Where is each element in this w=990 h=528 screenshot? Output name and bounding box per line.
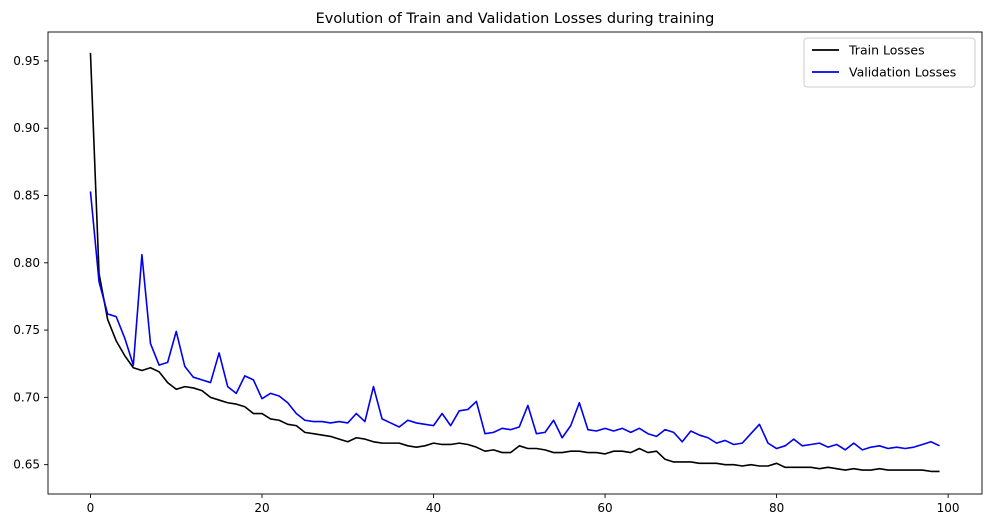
x-tick-label: 40 xyxy=(426,501,441,515)
y-tick-label: 0.65 xyxy=(13,458,40,472)
plot-area xyxy=(47,31,983,495)
x-axis: 0 20 40 60 80 100 xyxy=(87,494,960,515)
x-tick-label: 100 xyxy=(937,501,960,515)
series-line-validation-losses xyxy=(89,191,940,451)
x-tick-label: 60 xyxy=(597,501,612,515)
legend-box xyxy=(803,37,976,88)
y-tick-label: 0.80 xyxy=(13,256,40,270)
axes-frame xyxy=(47,31,983,495)
legend-label-train-losses: Train Losses xyxy=(848,43,925,58)
series-line-train-losses xyxy=(89,52,940,473)
x-tick-label: 0 xyxy=(87,501,95,515)
y-tick-label: 0.95 xyxy=(13,54,40,68)
legend-label-validation-losses: Validation Losses xyxy=(849,65,956,80)
y-tick-label: 0.75 xyxy=(13,323,40,337)
y-axis: 0.65 0.70 0.75 0.80 0.85 0.90 0.95 xyxy=(13,54,48,472)
legend: Train Losses Validation Losses xyxy=(803,37,976,88)
y-tick-label: 0.85 xyxy=(13,189,40,203)
x-tick-label: 80 xyxy=(769,501,784,515)
y-tick-label: 0.90 xyxy=(13,121,40,135)
x-tick-label: 20 xyxy=(254,501,269,515)
y-tick-label: 0.70 xyxy=(13,390,40,404)
chart-title: Evolution of Train and Validation Losses… xyxy=(316,11,715,27)
